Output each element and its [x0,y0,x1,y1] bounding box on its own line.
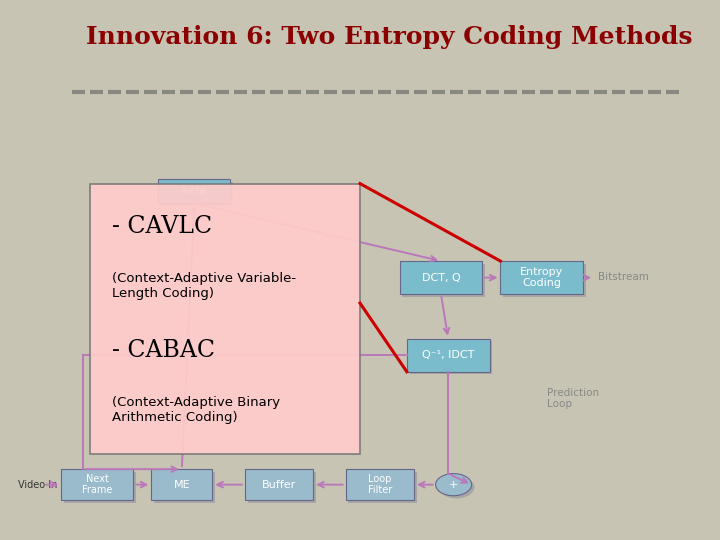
FancyBboxPatch shape [158,179,230,204]
FancyBboxPatch shape [402,264,485,297]
FancyBboxPatch shape [407,339,490,372]
Text: Prediction
Loop: Prediction Loop [547,388,599,409]
Text: Buffer: Buffer [262,480,296,490]
Text: Bitstream: Bitstream [598,272,649,281]
Text: - CAVLC: - CAVLC [112,214,212,238]
Text: (Context-Adaptive Binary
Arithmetic Coding): (Context-Adaptive Binary Arithmetic Codi… [112,396,280,424]
Text: DCT, Q: DCT, Q [422,273,460,282]
Text: Q⁻¹, IDCT: Q⁻¹, IDCT [422,350,474,360]
FancyBboxPatch shape [90,184,360,454]
FancyBboxPatch shape [151,469,212,500]
FancyBboxPatch shape [346,469,414,500]
Text: Video In: Video In [18,480,58,490]
Circle shape [436,474,472,496]
Text: ME: ME [174,480,190,490]
FancyBboxPatch shape [400,261,482,294]
Text: - CABAC: - CABAC [112,339,215,361]
FancyBboxPatch shape [245,469,313,500]
FancyBboxPatch shape [61,469,133,500]
Text: Intra: Intra [181,186,207,197]
FancyBboxPatch shape [248,472,316,503]
FancyBboxPatch shape [161,182,233,206]
Text: Innovation 6: Two Entropy Coding Methods: Innovation 6: Two Entropy Coding Methods [86,25,693,49]
FancyBboxPatch shape [154,472,215,503]
Text: (Context-Adaptive Variable-
Length Coding): (Context-Adaptive Variable- Length Codin… [112,272,296,300]
Circle shape [438,476,474,498]
FancyBboxPatch shape [410,341,492,374]
Text: Loop
Filter: Loop Filter [368,474,392,496]
FancyBboxPatch shape [348,472,417,503]
Text: +: + [449,480,459,490]
Text: Next
Frame: Next Frame [82,474,112,496]
FancyBboxPatch shape [500,261,583,294]
FancyBboxPatch shape [503,264,586,297]
FancyBboxPatch shape [64,472,136,503]
Text: Entropy
Coding: Entropy Coding [520,267,564,288]
